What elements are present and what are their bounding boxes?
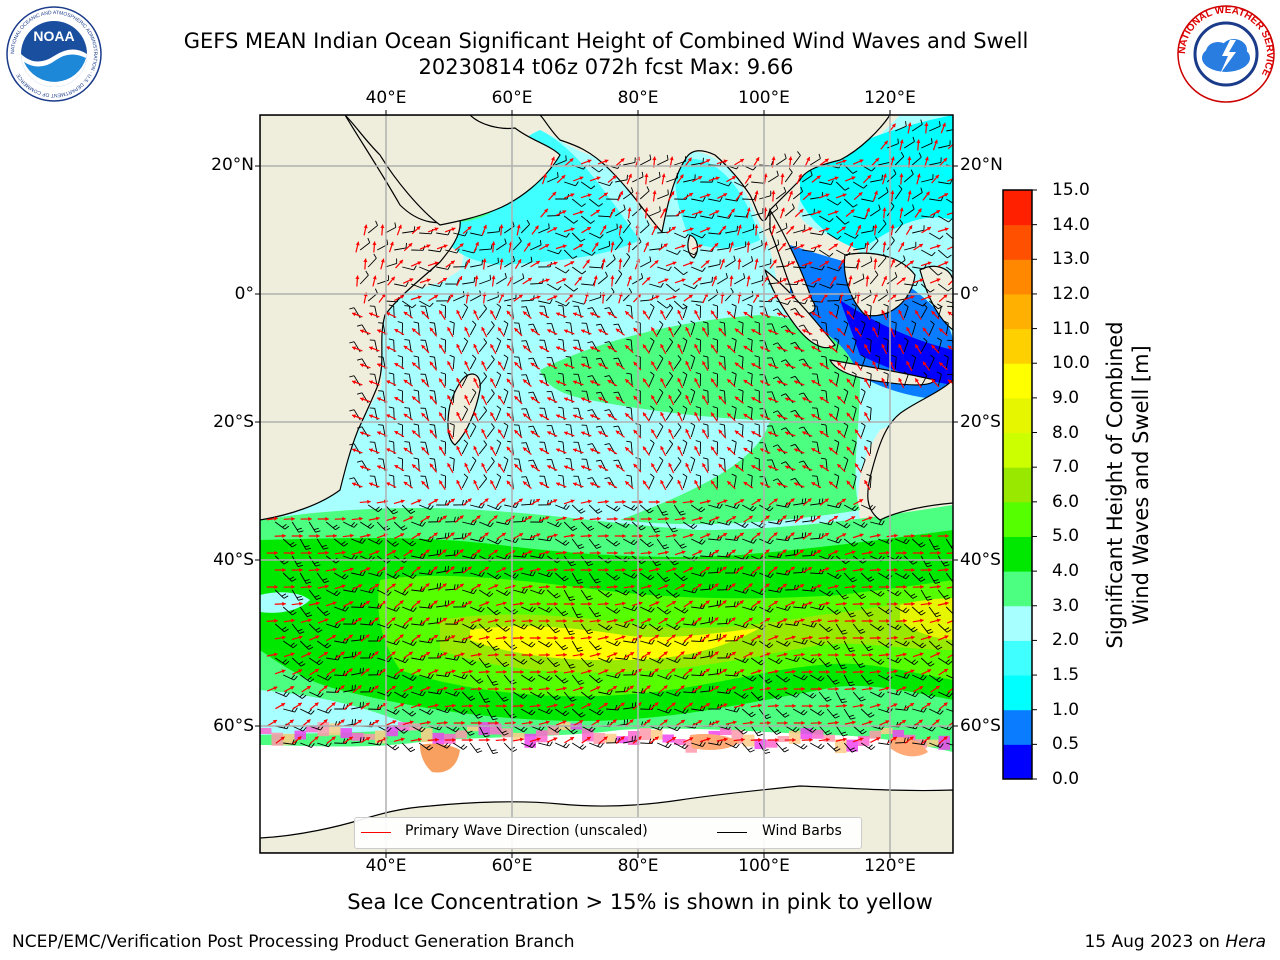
colorbar-label-line1: Significant Height of Combined	[1103, 321, 1127, 649]
ice-patch-far-east	[890, 737, 928, 757]
colorbar-tick-label: 5.0	[1052, 526, 1080, 547]
colorbar-segment	[1003, 224, 1032, 260]
wave-height-field	[260, 115, 953, 760]
colorbar-segment	[1003, 432, 1032, 468]
colorbar-tick-label: 12.0	[1052, 283, 1090, 304]
sumatra	[763, 268, 836, 349]
graticule	[260, 115, 953, 853]
colorbar-segment	[1003, 675, 1032, 711]
lat-label-left: 20°N	[211, 155, 254, 175]
colorbar-tick-label: 1.0	[1052, 699, 1080, 720]
colorbar-segment	[1003, 501, 1032, 537]
colorbar-tick-label: 6.0	[1052, 491, 1080, 512]
map-ticks	[255, 110, 958, 858]
lat-label-right: 20°N	[960, 155, 1003, 175]
lon-label-top: 40°E	[365, 88, 407, 108]
colorbar-tick-label: 11.0	[1052, 318, 1090, 339]
lon-label-top: 100°E	[738, 88, 790, 108]
max-wave-core	[470, 626, 760, 661]
colorbar-tick-label: 2.0	[1052, 630, 1080, 651]
lat-label-right: 40°S	[960, 550, 1001, 570]
lat-label-right: 0°	[960, 284, 980, 304]
colorbar-segment	[1003, 536, 1032, 572]
colorbar-tick-label: 15.0	[1052, 180, 1090, 200]
colorbar-tick-label: 13.0	[1052, 249, 1090, 270]
chart-title: GEFS MEAN Indian Ocean Significant Heigh…	[183, 29, 1029, 53]
map-legend: Primary Wave Direction (unscaled) Wind B…	[354, 817, 862, 849]
lon-label-bottom: 80°E	[617, 856, 659, 876]
colorbar-tick-label: 1.5	[1052, 665, 1080, 686]
colorbar-segment	[1003, 293, 1032, 330]
australia	[867, 379, 953, 521]
wind-barbs-legend-label: Wind Barbs	[762, 823, 842, 839]
colorbar-tick-label: 7.0	[1052, 457, 1080, 478]
colorbar-tick-label: 9.0	[1052, 387, 1080, 408]
colorbar-tick-label: 3.0	[1052, 595, 1080, 616]
lat-label-left: 60°S	[213, 716, 254, 736]
lat-label-right: 60°S	[960, 716, 1001, 736]
lon-label-top: 60°E	[491, 88, 533, 108]
colorbar-segment	[1003, 709, 1032, 745]
sri-lanka	[687, 234, 699, 259]
colorbar-segment	[1003, 467, 1032, 503]
wave-direction-legend-label: Primary Wave Direction (unscaled)	[405, 823, 648, 839]
lon-label-bottom: 60°E	[491, 856, 533, 876]
arabian-sea-field	[440, 130, 640, 265]
bay-of-bengal-field	[675, 158, 760, 249]
footer-date-text: 15 Aug 2023 on	[1084, 932, 1226, 952]
colorbar-segment	[1003, 328, 1032, 364]
colorbar-label: Significant Height of Combined Wind Wave…	[1102, 275, 1154, 695]
south-china-sea-field	[800, 115, 953, 250]
colorbar-segment	[1003, 571, 1032, 607]
trade-wind-swell-field	[540, 315, 860, 525]
arabian-peninsula	[344, 115, 561, 226]
lon-label-bottom: 40°E	[365, 856, 407, 876]
sea-ice-caption: Sea Ice Concentration > 15% is shown in …	[347, 890, 933, 914]
footer-date: 15 Aug 2023 on Hera	[1084, 932, 1266, 952]
lat-label-right: 20°S	[960, 412, 1001, 432]
colorbar-frame	[1002, 189, 1033, 780]
ice-patch-east	[690, 733, 740, 750]
chart-subtitle: 20230814 t06z 072h fcst Max: 9.66	[418, 55, 794, 79]
wave-direction-arrows	[266, 122, 953, 744]
colorbar-segment	[1003, 744, 1032, 780]
colorbar-tick-label: 10.0	[1052, 353, 1090, 374]
colorbar-segment	[1003, 190, 1032, 226]
lat-label-left: 40°S	[213, 550, 254, 570]
wave-direction-legend-line	[361, 832, 391, 833]
colorbar-segment	[1003, 640, 1032, 676]
colorbar	[1002, 189, 1037, 780]
noaa-logo: NOAA NATIONAL OCEANIC AND ATMOSPHERIC AD…	[6, 6, 102, 102]
lon-label-bottom: 120°E	[864, 856, 916, 876]
colorbar-segment	[1003, 397, 1032, 434]
lon-label-bottom: 100°E	[738, 856, 790, 876]
colorbar-tick-label: 8.0	[1052, 422, 1080, 443]
nws-logo: NATIONAL WEATHER SERVICE	[1177, 5, 1275, 103]
colorbar-label-line2: Wind Waves and Swell [m]	[1129, 345, 1153, 625]
colorbar-tick-label: 4.0	[1052, 561, 1080, 582]
footer-credit: NCEP/EMC/Verification Post Processing Pr…	[12, 932, 575, 952]
colorbar-tick-label: 0.0	[1052, 769, 1080, 789]
lat-label-left: 0°	[234, 284, 254, 304]
lat-label-left: 20°S	[213, 412, 254, 432]
ice-patch	[420, 743, 460, 773]
noaa-logo-text: NOAA	[33, 28, 74, 44]
colorbar-tick-label: 14.0	[1052, 214, 1090, 235]
footer-machine: Hera	[1225, 932, 1266, 952]
lon-label-top: 80°E	[617, 88, 659, 108]
wind-barbs-legend-line	[717, 832, 747, 833]
colorbar-segment	[1003, 259, 1032, 295]
map-frame	[259, 114, 954, 854]
lon-label-top: 120°E	[864, 88, 916, 108]
colorbar-segment	[1003, 605, 1032, 641]
colorbar-tick-label: 0.5	[1052, 734, 1080, 755]
java	[828, 359, 936, 386]
colorbar-segment	[1003, 363, 1032, 399]
ice-edge-calm	[260, 690, 420, 735]
